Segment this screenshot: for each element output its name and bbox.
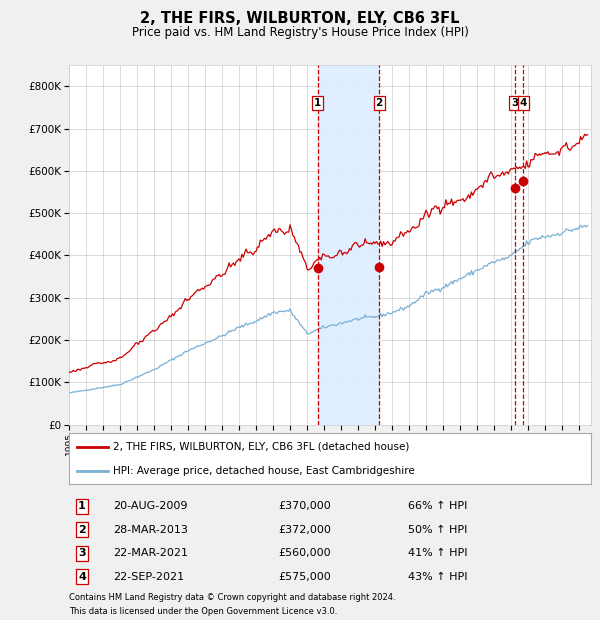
Text: 3: 3: [511, 98, 518, 108]
Text: 3: 3: [78, 548, 86, 558]
Text: 22-MAR-2021: 22-MAR-2021: [113, 548, 188, 558]
Text: £372,000: £372,000: [278, 525, 331, 534]
Text: 50% ↑ HPI: 50% ↑ HPI: [409, 525, 467, 534]
Text: HPI: Average price, detached house, East Cambridgeshire: HPI: Average price, detached house, East…: [113, 466, 415, 476]
Text: 2, THE FIRS, WILBURTON, ELY, CB6 3FL (detached house): 2, THE FIRS, WILBURTON, ELY, CB6 3FL (de…: [113, 442, 410, 452]
Text: 41% ↑ HPI: 41% ↑ HPI: [409, 548, 468, 558]
Text: Price paid vs. HM Land Registry's House Price Index (HPI): Price paid vs. HM Land Registry's House …: [131, 26, 469, 39]
Text: 28-MAR-2013: 28-MAR-2013: [113, 525, 188, 534]
Text: 4: 4: [520, 98, 527, 108]
Text: 43% ↑ HPI: 43% ↑ HPI: [409, 572, 468, 582]
Text: This data is licensed under the Open Government Licence v3.0.: This data is licensed under the Open Gov…: [69, 607, 337, 616]
Text: 2, THE FIRS, WILBURTON, ELY, CB6 3FL: 2, THE FIRS, WILBURTON, ELY, CB6 3FL: [140, 11, 460, 26]
Text: £370,000: £370,000: [278, 501, 331, 511]
Text: 2: 2: [376, 98, 383, 108]
Text: 22-SEP-2021: 22-SEP-2021: [113, 572, 184, 582]
Bar: [318, 65, 379, 425]
Text: 20-AUG-2009: 20-AUG-2009: [113, 501, 188, 511]
Text: £560,000: £560,000: [278, 548, 331, 558]
Text: 66% ↑ HPI: 66% ↑ HPI: [409, 501, 467, 511]
Text: 4: 4: [78, 572, 86, 582]
Text: 2: 2: [78, 525, 86, 534]
Text: £575,000: £575,000: [278, 572, 331, 582]
Text: 1: 1: [78, 501, 86, 511]
Text: Contains HM Land Registry data © Crown copyright and database right 2024.: Contains HM Land Registry data © Crown c…: [69, 593, 395, 603]
Text: 1: 1: [314, 98, 322, 108]
